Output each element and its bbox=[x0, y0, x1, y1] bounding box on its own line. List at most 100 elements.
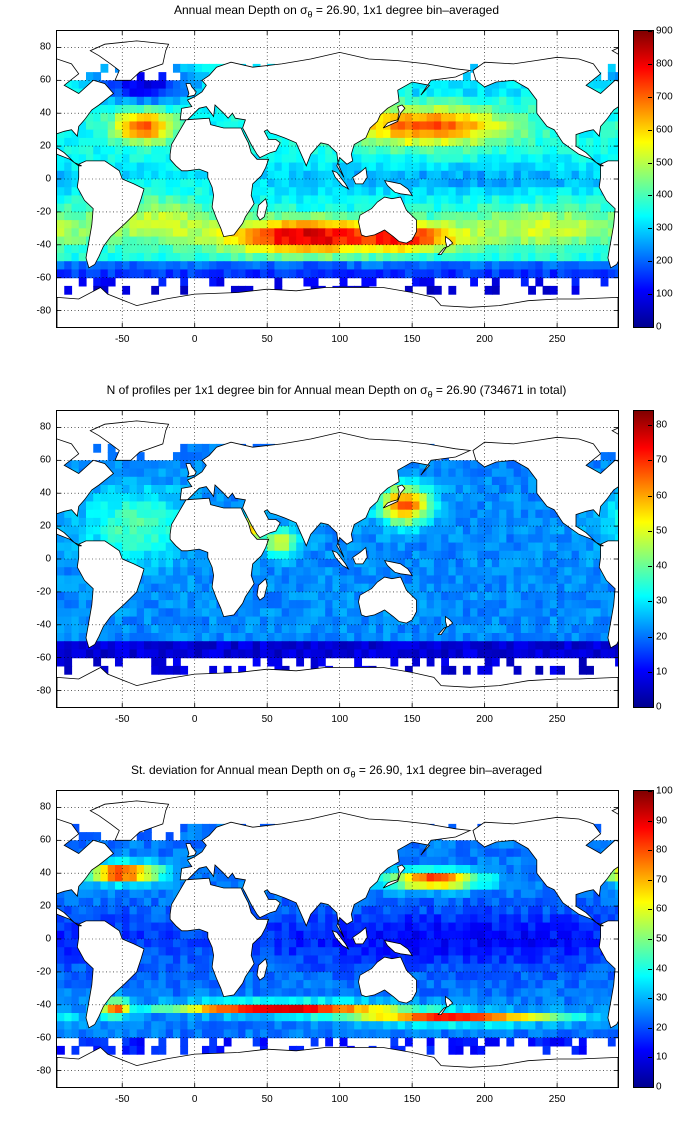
data-cell bbox=[129, 889, 138, 899]
data-cell bbox=[238, 633, 247, 642]
data-cell bbox=[354, 220, 363, 229]
data-cell bbox=[57, 162, 65, 172]
data-cell bbox=[383, 509, 392, 519]
data-cell bbox=[586, 633, 594, 642]
data-cell bbox=[339, 649, 348, 659]
data-cell bbox=[390, 914, 399, 924]
data-cell bbox=[259, 550, 268, 560]
data-cell bbox=[107, 146, 116, 155]
data-cell bbox=[484, 608, 493, 618]
data-cell bbox=[491, 840, 500, 850]
data-cell bbox=[390, 146, 399, 155]
y-tick-label: 60 bbox=[39, 454, 51, 466]
data-cell bbox=[586, 269, 594, 279]
data-cell bbox=[600, 460, 609, 470]
data-cell bbox=[296, 162, 305, 172]
data-cell bbox=[455, 856, 464, 866]
data-cell bbox=[187, 269, 196, 279]
colorbar-tick-mark bbox=[648, 601, 652, 603]
data-cell bbox=[252, 591, 261, 601]
data-cell bbox=[172, 600, 181, 609]
data-cell bbox=[172, 567, 181, 577]
data-cell bbox=[593, 195, 602, 205]
data-cell bbox=[542, 583, 551, 593]
data-cell bbox=[172, 501, 181, 511]
data-cell bbox=[172, 468, 181, 478]
data-cell bbox=[325, 641, 334, 651]
data-cell bbox=[426, 856, 435, 866]
data-cell bbox=[143, 567, 152, 577]
data-cell bbox=[151, 542, 160, 552]
data-cell bbox=[484, 534, 493, 544]
data-cell bbox=[57, 633, 65, 642]
data-cell bbox=[158, 881, 167, 891]
data-cell bbox=[122, 517, 131, 527]
data-cell bbox=[535, 914, 544, 924]
data-cell bbox=[499, 501, 507, 511]
data-cell bbox=[165, 575, 174, 585]
data-cell bbox=[201, 633, 210, 642]
data-cell bbox=[586, 187, 594, 197]
data-cell bbox=[433, 840, 442, 850]
data-cell bbox=[122, 121, 131, 131]
data-cell bbox=[310, 608, 319, 618]
data-cell bbox=[412, 137, 421, 147]
data-cell bbox=[470, 856, 478, 866]
data-cell bbox=[354, 244, 363, 254]
data-cell bbox=[93, 72, 102, 81]
data-cell bbox=[310, 559, 319, 568]
data-cell bbox=[513, 154, 522, 164]
data-cell bbox=[346, 220, 355, 229]
data-cell bbox=[499, 509, 507, 519]
data-cell bbox=[332, 575, 341, 585]
data-cell bbox=[136, 501, 145, 511]
data-cell bbox=[100, 889, 109, 899]
data-cell bbox=[578, 211, 587, 221]
data-cell bbox=[564, 187, 573, 197]
data-cell bbox=[317, 187, 326, 197]
data-cell bbox=[426, 873, 435, 883]
data-cell bbox=[64, 649, 73, 659]
data-cell bbox=[412, 591, 421, 601]
data-cell bbox=[172, 187, 181, 197]
data-cell bbox=[600, 591, 609, 601]
data-cell bbox=[571, 616, 580, 626]
colorbar-tick-mark bbox=[648, 195, 652, 197]
data-cell bbox=[107, 452, 116, 461]
data-cell bbox=[238, 649, 247, 659]
data-cell bbox=[122, 485, 131, 494]
data-cell bbox=[245, 616, 254, 626]
data-cell bbox=[245, 228, 254, 238]
data-cell bbox=[85, 583, 94, 593]
data-cell bbox=[151, 534, 160, 544]
data-cell bbox=[470, 509, 478, 519]
map-svg bbox=[57, 31, 618, 327]
data-cell bbox=[296, 616, 305, 626]
data-cell bbox=[462, 72, 471, 81]
data-cell bbox=[390, 261, 399, 271]
data-cell bbox=[57, 195, 65, 205]
data-cell bbox=[151, 154, 160, 164]
y-tick-label: 40 bbox=[39, 487, 51, 499]
data-cell bbox=[165, 665, 174, 675]
colorbar-tick-label: 0 bbox=[656, 701, 662, 713]
data-cell bbox=[484, 526, 493, 535]
data-cell bbox=[122, 542, 131, 552]
data-cell bbox=[71, 236, 80, 246]
data-cell bbox=[143, 856, 152, 866]
data-cell bbox=[477, 542, 486, 552]
data-cell bbox=[143, 244, 152, 254]
data-cell bbox=[303, 244, 312, 254]
data-cell bbox=[593, 146, 602, 155]
data-cell bbox=[520, 195, 529, 205]
data-cell bbox=[571, 591, 580, 601]
data-cell bbox=[484, 881, 493, 891]
data-cell bbox=[71, 591, 80, 601]
data-cell bbox=[303, 236, 312, 246]
data-cell bbox=[64, 889, 73, 899]
data-cell bbox=[354, 269, 363, 279]
data-cell bbox=[571, 575, 580, 585]
data-cell bbox=[296, 244, 305, 254]
data-cell bbox=[64, 542, 73, 552]
data-cell bbox=[499, 179, 507, 188]
